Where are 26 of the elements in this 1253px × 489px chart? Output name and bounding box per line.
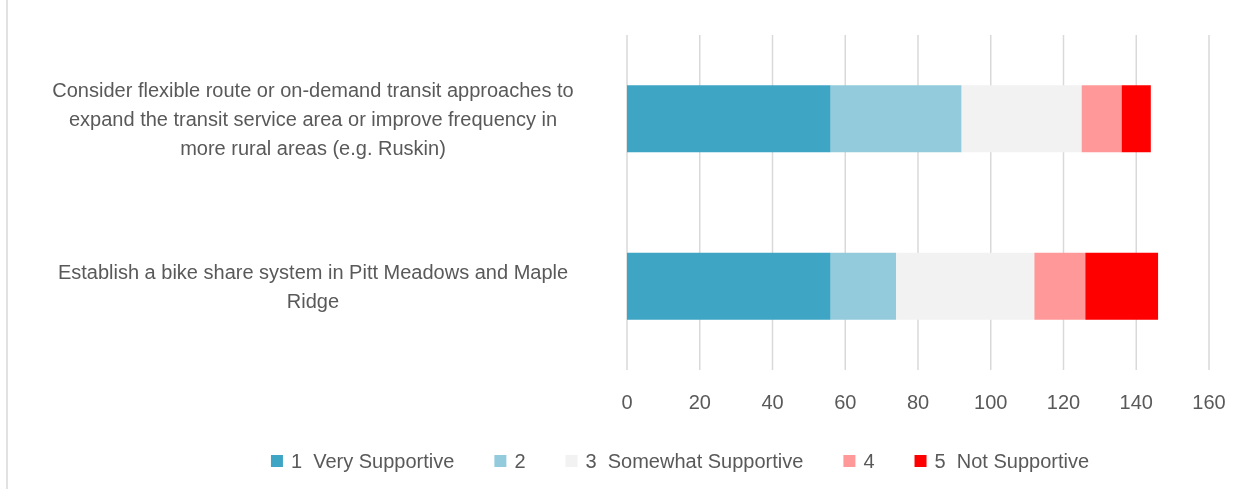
bar (1085, 252, 1159, 320)
x-tick-label: 160 (1192, 391, 1226, 413)
x-tick-label: 60 (834, 391, 857, 413)
bar (1121, 85, 1151, 153)
legend-label: 2 (514, 450, 526, 472)
legend-label: 3 Somewhat Supportive (585, 450, 804, 472)
bar (830, 85, 962, 153)
x-tick-label: 100 (974, 391, 1008, 413)
legend-label: 4 (863, 450, 875, 472)
bar (830, 252, 897, 320)
x-tick-label: 80 (906, 391, 930, 413)
x-tick-label: 0 (621, 391, 633, 413)
x-tick-label: 140 (1119, 391, 1153, 413)
bar (627, 252, 831, 320)
legend-label: 5 Not Supportive (934, 450, 1090, 472)
x-tick-label: 120 (1046, 391, 1081, 413)
bar (961, 85, 1082, 153)
y-tick-label: Establish a bike share system in Pitt Meadows and Maple Ridge (57, 260, 569, 312)
y-tick-label: Consider flexible route or on-demand transit approaches to expand the transit service area or improve frequency in more rural areas (e.g. Ruskin) (52, 78, 574, 159)
bar (896, 252, 1035, 320)
bar (627, 85, 831, 153)
x-tick-label: 40 (761, 391, 784, 413)
bar (1034, 252, 1086, 320)
bar (1081, 85, 1122, 153)
legend-label: 1 Very Supportive (290, 450, 455, 472)
x-tick-label: 20 (688, 391, 711, 413)
